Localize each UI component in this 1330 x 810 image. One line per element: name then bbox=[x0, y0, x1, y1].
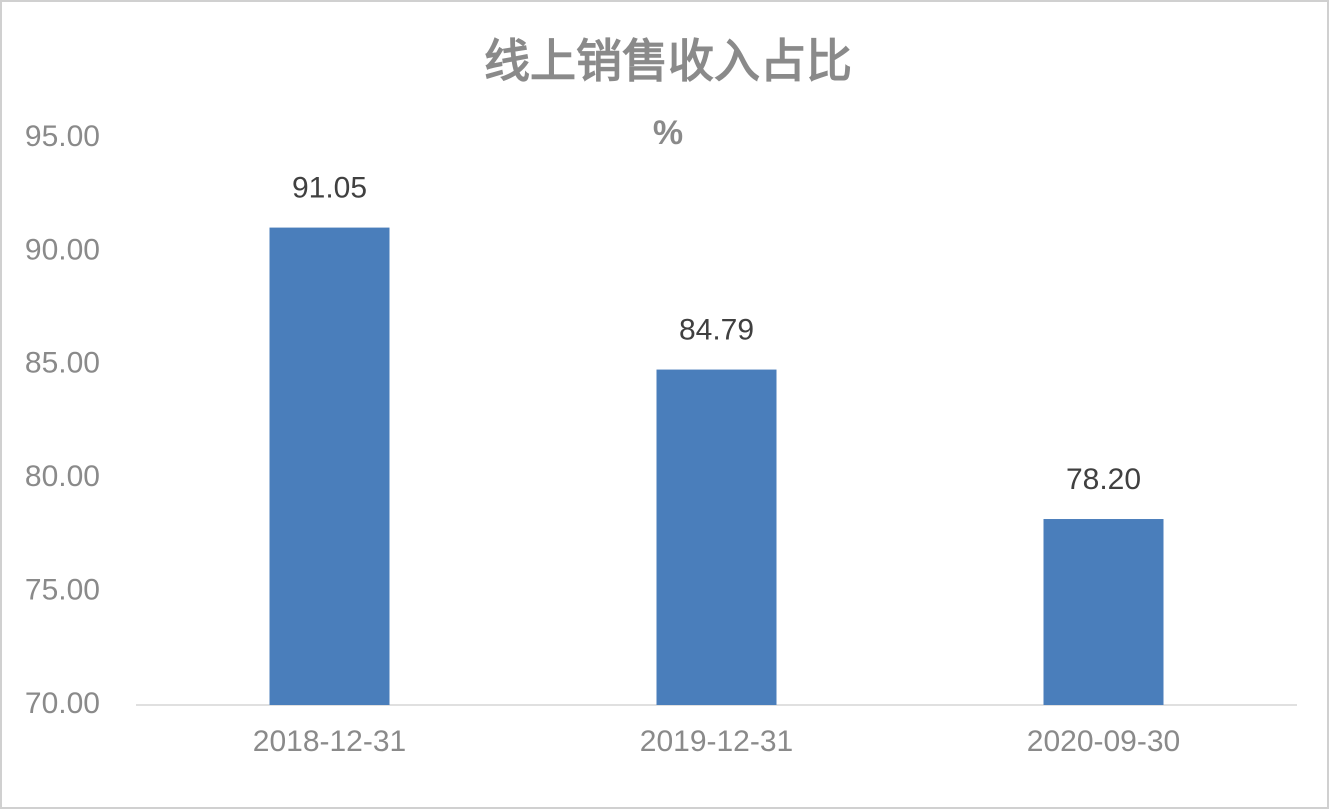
bar bbox=[656, 369, 777, 705]
y-tick-label: 95.00 bbox=[25, 120, 100, 153]
value-label: 91.05 bbox=[292, 172, 367, 205]
y-tick-label: 75.00 bbox=[25, 574, 100, 607]
x-tick-label: 2018-12-31 bbox=[253, 725, 406, 758]
value-label: 84.79 bbox=[679, 313, 754, 346]
chart-subtitle: % bbox=[653, 114, 683, 152]
y-tick-label: 70.00 bbox=[25, 687, 100, 720]
y-tick-label: 85.00 bbox=[25, 347, 100, 380]
chart-title: 线上销售收入占比 bbox=[484, 35, 852, 87]
bar bbox=[269, 227, 390, 705]
bar bbox=[1043, 519, 1164, 705]
x-tick-label: 2020-09-30 bbox=[1027, 725, 1180, 758]
y-tick-label: 80.00 bbox=[25, 460, 100, 493]
value-label: 78.20 bbox=[1066, 463, 1141, 496]
y-tick-label: 90.00 bbox=[25, 233, 100, 266]
x-tick-label: 2019-12-31 bbox=[640, 725, 793, 758]
